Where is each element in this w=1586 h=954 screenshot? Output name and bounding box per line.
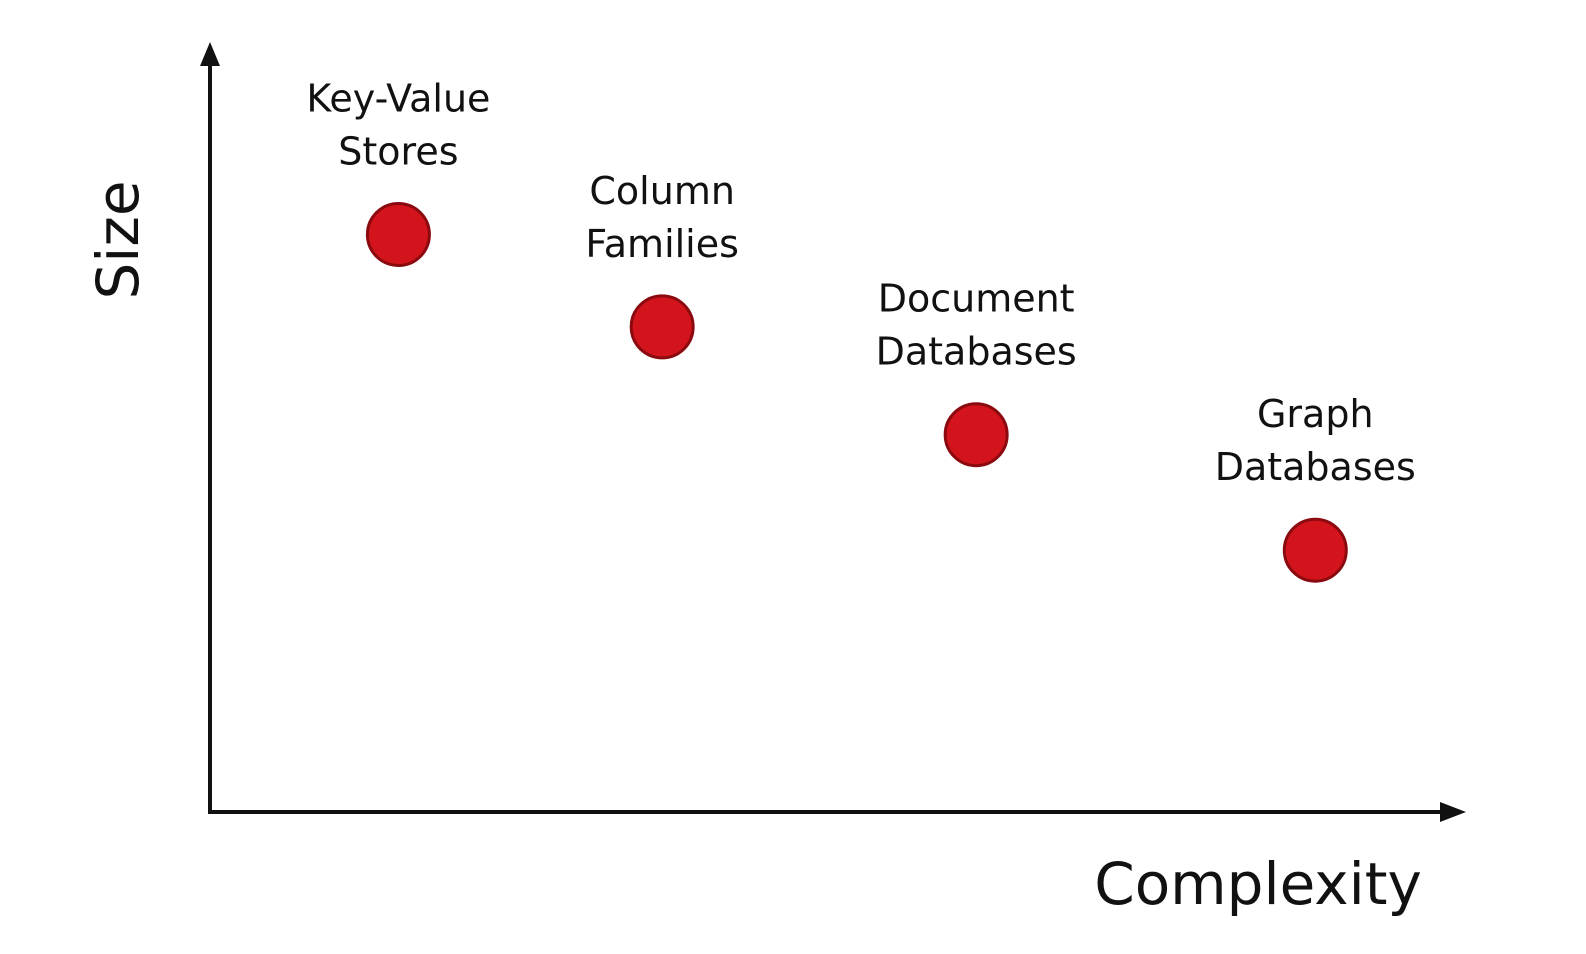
data-point-label-line: Families [585, 222, 739, 266]
data-point-label-line: Databases [876, 330, 1077, 374]
axes: Size Complexity [84, 42, 1466, 918]
points-layer: Key-Value Stores Column Families Document Dat… [306, 77, 1416, 583]
data-point-label-line: Databases [1215, 445, 1416, 489]
data-point-label-line: Document [878, 277, 1075, 321]
data-point-group: Document Databases [876, 277, 1077, 468]
y-axis-title: Size [84, 180, 152, 299]
data-point-label-line: Column [589, 169, 735, 213]
data-point-label-line: Stores [338, 130, 458, 174]
data-point-label: Key-Value Stores [306, 77, 490, 174]
data-point-label-line: Key-Value [306, 77, 490, 121]
data-point-marker [1282, 517, 1348, 583]
data-point-label: Document Databases [876, 277, 1077, 374]
data-point-group: Key-Value Stores [306, 77, 490, 267]
data-point-marker [365, 202, 431, 267]
data-point-group: Column Families [585, 169, 739, 360]
data-point-label-line: Graph [1257, 392, 1374, 436]
y-axis-arrowhead [200, 42, 220, 66]
data-point-label: Graph Databases [1215, 392, 1416, 489]
data-point-marker [943, 402, 1009, 468]
data-point-label: Column Families [585, 169, 739, 266]
data-point-marker [629, 294, 695, 360]
x-axis-title: Complexity [1094, 850, 1422, 918]
data-point-group: Graph Databases [1215, 392, 1416, 583]
x-axis-arrowhead [1440, 802, 1466, 822]
